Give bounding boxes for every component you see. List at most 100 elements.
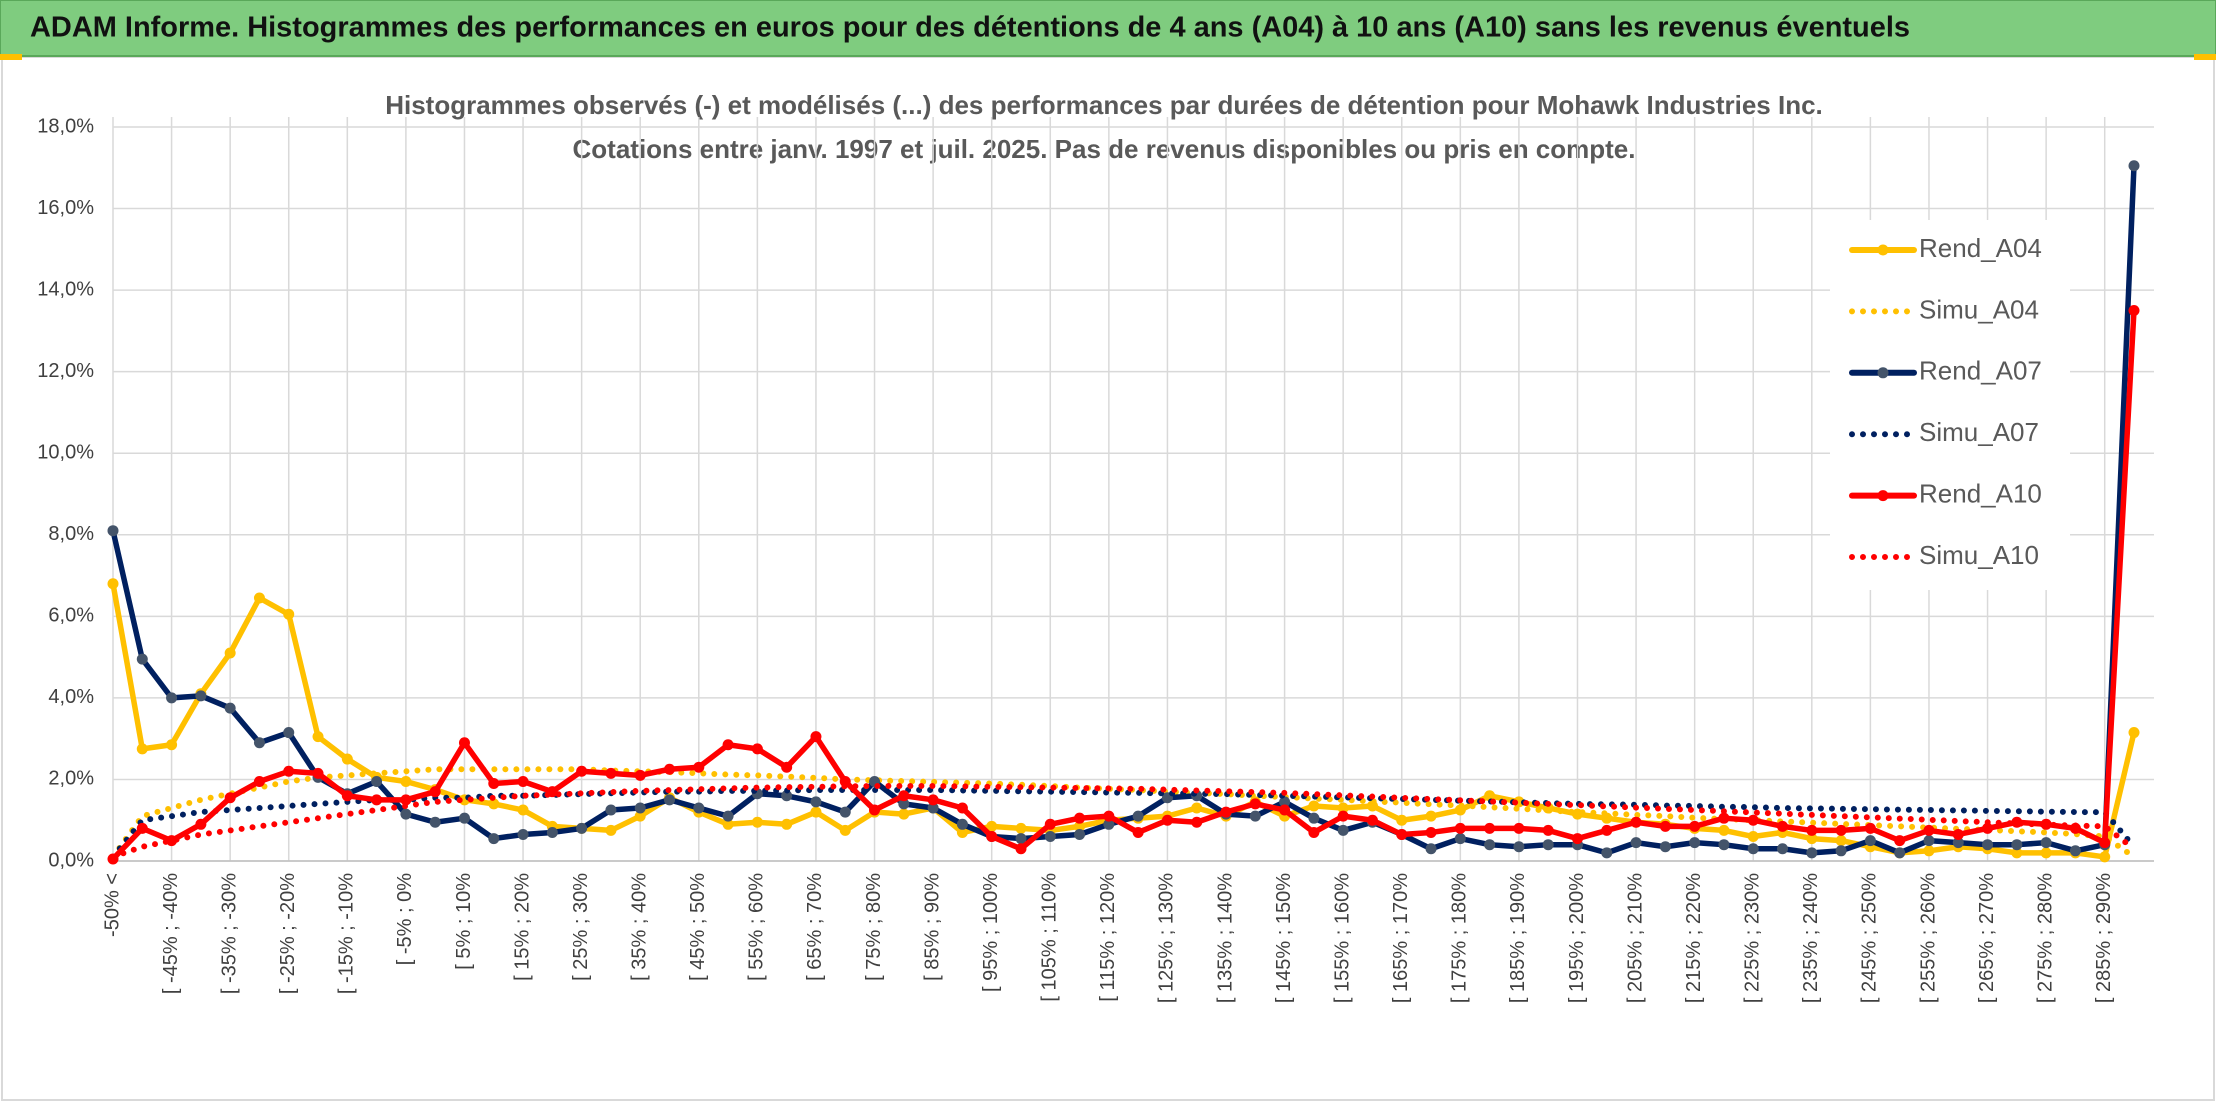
marker xyxy=(781,761,793,773)
marker xyxy=(839,806,851,818)
marker xyxy=(371,775,383,787)
marker xyxy=(2040,837,2052,849)
legend-label: Rend_A07 xyxy=(1919,356,2042,386)
marker xyxy=(839,824,851,836)
marker xyxy=(2099,851,2111,863)
marker xyxy=(107,578,119,590)
marker xyxy=(1337,810,1349,822)
marker xyxy=(1542,839,1554,851)
marker xyxy=(664,763,676,775)
marker xyxy=(1542,824,1554,836)
marker xyxy=(1864,822,1876,834)
marker xyxy=(1777,843,1789,855)
marker xyxy=(458,737,470,749)
marker xyxy=(2128,305,2140,316)
marker xyxy=(2011,839,2023,851)
marker xyxy=(1718,812,1730,824)
marker xyxy=(810,796,822,808)
marker xyxy=(1718,839,1730,851)
marker xyxy=(2069,845,2081,857)
marker xyxy=(488,778,500,790)
marker xyxy=(312,731,324,743)
x-tick-label: [ -35% ; -30% xyxy=(218,873,240,994)
marker xyxy=(1484,839,1496,851)
marker xyxy=(722,810,734,822)
x-tick-label: [ 125% ; 130% xyxy=(1156,873,1178,1003)
marker xyxy=(1601,824,1613,836)
marker xyxy=(1747,831,1759,843)
marker xyxy=(2128,727,2140,739)
marker xyxy=(1689,820,1701,832)
marker xyxy=(224,647,236,659)
marker xyxy=(1835,824,1847,836)
marker xyxy=(136,653,148,665)
marker xyxy=(1718,824,1730,836)
marker xyxy=(195,818,207,830)
marker xyxy=(1220,806,1232,818)
marker xyxy=(195,690,207,702)
marker xyxy=(283,608,295,620)
marker xyxy=(1952,828,1964,840)
x-tick-label: [ 255% ; 260% xyxy=(1917,873,1939,1003)
marker xyxy=(2040,847,2052,859)
marker xyxy=(283,727,295,739)
x-tick-label: [ 205% ; 210% xyxy=(1624,873,1646,1003)
marker xyxy=(429,816,441,828)
marker xyxy=(576,822,588,834)
marker xyxy=(1308,812,1320,824)
y-tick-label: 2,0% xyxy=(48,768,94,790)
y-tick-label: 18,0% xyxy=(37,115,94,137)
marker xyxy=(956,818,968,830)
marker xyxy=(1132,810,1144,822)
marker xyxy=(1074,812,1086,824)
title-bar xyxy=(0,0,2216,57)
marker xyxy=(1191,816,1203,828)
marker xyxy=(898,790,910,802)
marker xyxy=(693,761,705,773)
marker xyxy=(1630,837,1642,849)
marker xyxy=(634,769,646,781)
x-tick-label: [ 235% ; 240% xyxy=(1800,873,1822,1003)
x-tick-label: [ 285% ; 290% xyxy=(2093,873,2115,1003)
marker xyxy=(1366,814,1378,826)
marker xyxy=(1103,818,1115,830)
marker xyxy=(107,525,119,537)
marker xyxy=(1630,816,1642,828)
x-tick-label: [ 195% ; 200% xyxy=(1566,873,1588,1003)
marker xyxy=(517,828,529,840)
legend-marker xyxy=(1877,490,1889,502)
marker xyxy=(898,808,910,820)
marker xyxy=(693,802,705,814)
marker xyxy=(956,826,968,838)
x-tick-label: [ 15% ; 20% xyxy=(511,873,533,981)
marker xyxy=(1601,847,1613,859)
marker xyxy=(166,692,178,704)
marker xyxy=(1923,845,1935,857)
marker xyxy=(341,753,353,765)
marker xyxy=(1425,843,1437,855)
subtitle: Histogrammes observés (-) et modélisés (… xyxy=(385,90,1823,120)
subtitle: Cotations entre janv. 1997 et juil. 2025… xyxy=(573,134,1636,164)
x-tick-label: [ 225% ; 230% xyxy=(1742,873,1764,1003)
marker xyxy=(605,767,617,779)
marker xyxy=(253,737,265,749)
marker xyxy=(1044,818,1056,830)
marker xyxy=(400,775,412,787)
marker xyxy=(1806,833,1818,845)
marker xyxy=(1571,833,1583,845)
x-tick-label: [ 175% ; 180% xyxy=(1449,873,1471,1003)
marker xyxy=(1982,839,1994,851)
y-tick-label: 8,0% xyxy=(48,523,94,545)
marker xyxy=(1513,841,1525,853)
x-tick-label: [ -25% ; -20% xyxy=(277,873,299,994)
marker xyxy=(546,826,558,838)
x-tick-label: [ 105% ; 110% xyxy=(1039,873,1061,1002)
marker xyxy=(517,775,529,787)
marker xyxy=(517,804,529,816)
x-tick-label: [ 115% ; 120% xyxy=(1097,873,1119,1002)
legend-label: Simu_A07 xyxy=(1919,417,2039,447)
marker xyxy=(1484,790,1496,802)
x-tick-label: [ 155% ; 160% xyxy=(1331,873,1353,1003)
marker xyxy=(1337,824,1349,836)
x-tick-label: [ 165% ; 170% xyxy=(1390,873,1412,1003)
